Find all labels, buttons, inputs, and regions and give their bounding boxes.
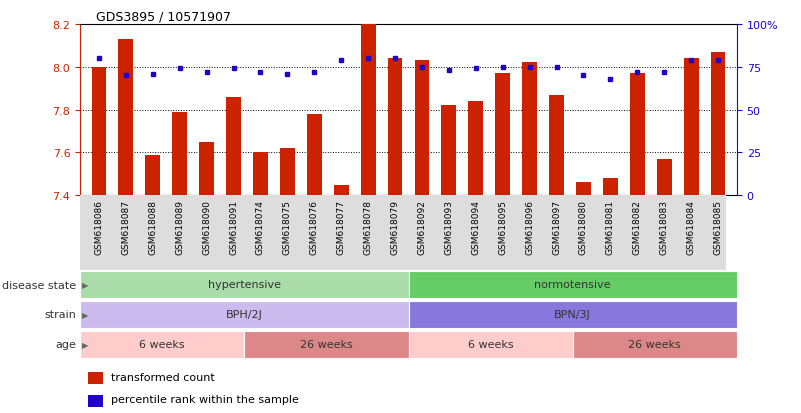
Text: GSM618088: GSM618088: [148, 199, 157, 254]
Text: ▶: ▶: [82, 340, 88, 349]
Bar: [576, 183, 591, 413]
Bar: [388, 59, 402, 413]
Bar: [244, 331, 409, 358]
Text: GSM618093: GSM618093: [445, 199, 453, 254]
Bar: [710, 52, 726, 413]
Text: GSM618081: GSM618081: [606, 199, 615, 254]
Text: hypertensive: hypertensive: [207, 279, 281, 290]
Bar: [334, 185, 348, 413]
Text: BPH/2J: BPH/2J: [226, 309, 263, 319]
Bar: [684, 59, 698, 413]
Bar: [253, 153, 268, 413]
Bar: [573, 331, 737, 358]
Text: ▶: ▶: [82, 310, 88, 319]
Text: GSM618091: GSM618091: [229, 199, 238, 254]
Text: BPN/3J: BPN/3J: [554, 309, 591, 319]
Text: normotensive: normotensive: [534, 279, 611, 290]
Bar: [549, 95, 564, 413]
Text: GDS3895 / 10571907: GDS3895 / 10571907: [96, 10, 231, 23]
Bar: [495, 74, 510, 413]
Text: 6 weeks: 6 weeks: [468, 339, 513, 349]
Text: GSM618077: GSM618077: [336, 199, 346, 254]
Text: GSM618084: GSM618084: [686, 199, 695, 254]
Bar: [657, 159, 672, 413]
Text: GSM618082: GSM618082: [633, 199, 642, 254]
Text: ▶: ▶: [82, 280, 88, 290]
Bar: [441, 106, 457, 413]
Bar: [172, 112, 187, 413]
Text: GSM618090: GSM618090: [202, 199, 211, 254]
Bar: [307, 114, 322, 413]
Text: GSM618092: GSM618092: [417, 199, 426, 254]
Bar: [80, 301, 409, 328]
Text: 26 weeks: 26 weeks: [300, 339, 352, 349]
Text: GSM618079: GSM618079: [391, 199, 400, 254]
Text: transformed count: transformed count: [111, 372, 215, 382]
Text: strain: strain: [44, 310, 76, 320]
Text: 26 weeks: 26 weeks: [629, 339, 681, 349]
Text: GSM618095: GSM618095: [498, 199, 507, 254]
Text: GSM618076: GSM618076: [310, 199, 319, 254]
Text: GSM618094: GSM618094: [471, 199, 481, 254]
Bar: [630, 74, 645, 413]
Bar: [226, 97, 241, 413]
Bar: [469, 102, 483, 413]
Text: GSM618087: GSM618087: [122, 199, 131, 254]
Text: GSM618085: GSM618085: [714, 199, 723, 254]
Bar: [522, 63, 537, 413]
Bar: [415, 61, 429, 413]
Text: age: age: [55, 339, 76, 349]
Bar: [360, 25, 376, 413]
Bar: [603, 179, 618, 413]
Text: GSM618097: GSM618097: [552, 199, 561, 254]
Text: GSM618074: GSM618074: [256, 199, 265, 254]
Bar: [409, 301, 737, 328]
Bar: [80, 331, 244, 358]
Text: 6 weeks: 6 weeks: [139, 339, 185, 349]
Bar: [280, 149, 295, 413]
Text: GSM618089: GSM618089: [175, 199, 184, 254]
Bar: [409, 331, 573, 358]
Text: GSM618086: GSM618086: [95, 199, 103, 254]
Bar: [199, 142, 214, 413]
Bar: [80, 272, 409, 298]
Bar: [119, 40, 133, 413]
Text: GSM618075: GSM618075: [283, 199, 292, 254]
Text: GSM618078: GSM618078: [364, 199, 372, 254]
Text: GSM618083: GSM618083: [660, 199, 669, 254]
Bar: [409, 272, 737, 298]
Text: percentile rank within the sample: percentile rank within the sample: [111, 394, 299, 404]
Text: disease state: disease state: [2, 280, 76, 290]
Bar: [91, 68, 107, 413]
Text: GSM618080: GSM618080: [579, 199, 588, 254]
Text: GSM618096: GSM618096: [525, 199, 534, 254]
Bar: [145, 155, 160, 413]
